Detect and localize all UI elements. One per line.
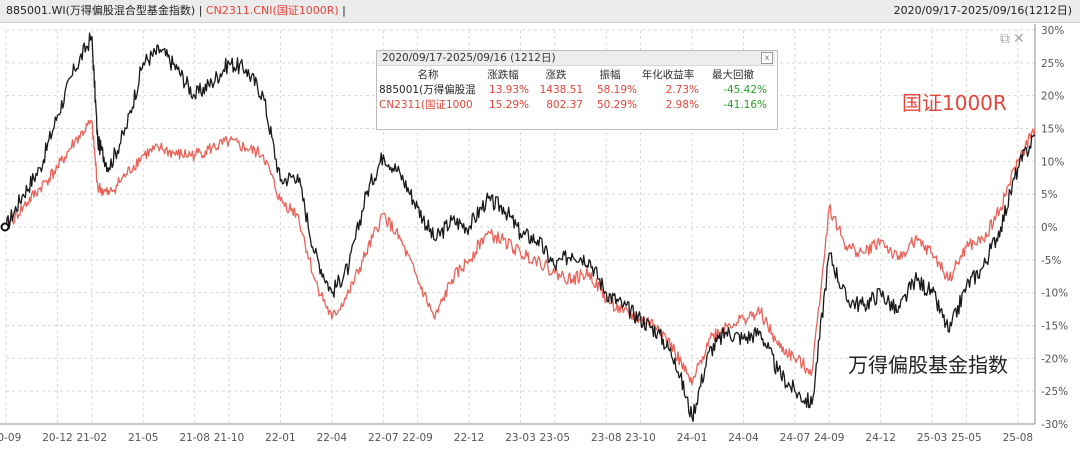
row-max-drawdown: -45.42% xyxy=(723,83,767,96)
x-tick-label: 21-02 xyxy=(76,432,107,444)
col-header-annualized: 年化收益率 xyxy=(641,69,695,81)
x-tick-label: 20-12 xyxy=(42,432,73,444)
col-header-name: 名称 xyxy=(417,69,439,81)
row-max-drawdown: -41.16% xyxy=(723,98,767,111)
x-tick-label: 22-09 xyxy=(402,432,433,444)
col-header-change: 涨跌 xyxy=(545,69,567,81)
x-tick-label: 24-07 xyxy=(780,432,811,444)
y-tick-label: 10% xyxy=(1041,156,1064,168)
y-tick-label: 15% xyxy=(1041,124,1064,136)
stats-close-icon[interactable]: x xyxy=(761,52,773,64)
x-tick-label: 21-05 xyxy=(128,432,159,444)
line-chart: -30% -25% -20% -15% -10% -5% 0% 5% 10% 15% 20% 25% 3… xyxy=(0,24,1068,444)
restore-icon[interactable]: ⧉ xyxy=(1000,31,1013,47)
row-name: 885001(万得偏股混 xyxy=(379,84,476,96)
row-change-pct: 15.29% xyxy=(488,98,529,111)
y-tick-label: 0% xyxy=(1041,222,1058,234)
x-tick-label: 20-09 xyxy=(0,432,21,444)
x-tick-label: 24-01 xyxy=(677,432,708,444)
row-name: CN2311(国证1000 xyxy=(379,99,473,111)
col-header-max-drawdown: 最大回撤 xyxy=(712,69,754,81)
title-separator: | xyxy=(195,4,206,17)
stats-panel: 2020/09/17-2025/09/16 (1212日) x 名称 涨跌幅 涨… xyxy=(376,50,778,130)
stats-panel-title: 2020/09/17-2025/09/16 (1212日) xyxy=(377,51,775,66)
y-tick-label: -30% xyxy=(1041,419,1068,431)
title-end-bar: | xyxy=(338,4,346,17)
y-tick-label: 20% xyxy=(1041,91,1064,103)
stats-row-series1[interactable]: 885001(万得偏股混 13.93% 1438.51 58.19% 2.73%… xyxy=(379,82,767,97)
row-amplitude: 50.29% xyxy=(596,98,637,111)
series2-title[interactable]: CN2311.CNI(国证1000R) xyxy=(205,4,339,17)
stats-header-row: 名称 涨跌幅 涨跌 振幅 年化收益率 最大回撤 xyxy=(379,67,767,82)
stats-table: 名称 涨跌幅 涨跌 振幅 年化收益率 最大回撤 885001(万得偏股混 13.… xyxy=(379,67,767,112)
x-tick-label: 22-12 xyxy=(454,432,485,444)
y-tick-label: 25% xyxy=(1041,58,1064,70)
date-range-label: 2020/09/17-2025/09/16(1212日) xyxy=(893,4,1072,17)
row-annualized: 2.73% xyxy=(665,83,699,96)
row-change-pct: 13.93% xyxy=(488,83,529,96)
col-header-change-pct: 涨跌幅 xyxy=(487,69,519,81)
row-change: 802.37 xyxy=(546,98,583,111)
x-tick-label: 24-04 xyxy=(728,432,759,444)
series1-title[interactable]: 885001.WI(万得偏股混合型基金指数) xyxy=(6,4,196,17)
chart-header-bar: 885001.WI(万得偏股混合型基金指数) | CN2311.CNI(国证10… xyxy=(0,0,1080,23)
row-amplitude: 58.19% xyxy=(596,83,637,96)
x-tick-label: 22-04 xyxy=(317,432,348,444)
close-icon[interactable]: ✕ xyxy=(1013,31,1028,47)
series-line-1 xyxy=(5,32,1036,422)
x-tick-label: 23-10 xyxy=(625,432,656,444)
row-annualized: 2.98% xyxy=(665,98,699,111)
x-tick-label: 25-05 xyxy=(951,432,982,444)
x-tick-label: 25-03 xyxy=(917,432,948,444)
chart-title: 885001.WI(万得偏股混合型基金指数) | CN2311.CNI(国证10… xyxy=(6,0,346,22)
y-tick-label: 5% xyxy=(1041,189,1058,201)
x-tick-label: 22-07 xyxy=(368,432,399,444)
x-tick-label: 25-08 xyxy=(1003,432,1034,444)
y-tick-label: -20% xyxy=(1041,353,1068,365)
y-tick-label: -15% xyxy=(1041,321,1068,333)
x-tick-label: 24-12 xyxy=(865,432,896,444)
y-tick-label: 30% xyxy=(1041,25,1064,37)
x-tick-label: 24-09 xyxy=(814,432,845,444)
col-header-amplitude: 振幅 xyxy=(599,69,621,81)
stats-row-series2[interactable]: CN2311(国证1000 15.29% 802.37 50.29% 2.98%… xyxy=(379,97,767,112)
x-tick-label: 21-08 xyxy=(179,432,210,444)
series-line-2 xyxy=(5,119,1036,386)
x-tick-label: 21-10 xyxy=(214,432,245,444)
x-tick-label: 22-01 xyxy=(265,432,296,444)
series-label-1: 万得偏股基金指数 xyxy=(848,353,1008,377)
y-tick-label: -5% xyxy=(1041,255,1061,267)
x-tick-label: 23-08 xyxy=(591,432,622,444)
row-change: 1438.51 xyxy=(539,83,583,96)
x-tick-label: 23-05 xyxy=(540,432,571,444)
series-label-2: 国证1000R xyxy=(902,91,1007,115)
start-marker xyxy=(0,222,10,232)
y-tick-label: -25% xyxy=(1041,386,1068,398)
y-tick-label: -10% xyxy=(1041,288,1068,300)
window-controls: ⧉✕ xyxy=(1000,31,1028,47)
x-tick-label: 23-03 xyxy=(505,432,536,444)
